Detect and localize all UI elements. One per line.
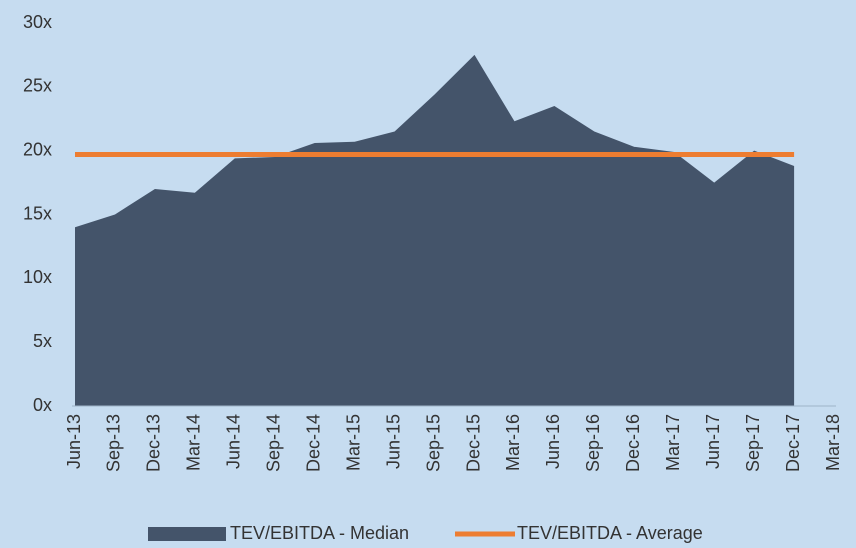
x-tick-label: Dec-14 bbox=[303, 414, 323, 472]
legend-label: TEV/EBITDA - Average bbox=[517, 523, 703, 543]
y-tick-label: 25x bbox=[23, 76, 52, 96]
x-tick-label: Dec-15 bbox=[463, 414, 483, 472]
y-tick-label: 30x bbox=[23, 12, 52, 32]
y-tick-label: 5x bbox=[33, 331, 52, 351]
x-tick-label: Mar-14 bbox=[184, 414, 204, 471]
y-tick-label: 10x bbox=[23, 267, 52, 287]
y-tick-label: 15x bbox=[23, 203, 52, 223]
legend-swatch bbox=[148, 527, 226, 541]
x-tick-label: Mar-18 bbox=[823, 414, 843, 471]
x-tick-label: Jun-15 bbox=[383, 414, 403, 469]
x-tick-label: Dec-17 bbox=[783, 414, 803, 472]
legend-label: TEV/EBITDA - Median bbox=[230, 523, 409, 543]
x-tick-label: Sep-17 bbox=[743, 414, 763, 472]
x-tick-label: Jun-16 bbox=[543, 414, 563, 469]
x-tick-label: Jun-17 bbox=[703, 414, 723, 469]
area bbox=[75, 54, 795, 407]
x-tick-label: Sep-15 bbox=[423, 414, 443, 472]
x-tick-label: Sep-14 bbox=[264, 414, 284, 472]
y-tick-label: 20x bbox=[23, 139, 52, 159]
x-tick-label: Jun-13 bbox=[64, 414, 84, 469]
y-tick-label: 0x bbox=[33, 395, 52, 415]
x-tick-label: Jun-14 bbox=[224, 414, 244, 469]
x-tick-label: Sep-16 bbox=[583, 414, 603, 472]
x-tick-label: Dec-16 bbox=[623, 414, 643, 472]
x-tick-label: Mar-16 bbox=[503, 414, 523, 471]
x-tick-label: Sep-13 bbox=[104, 414, 124, 472]
x-tick-label: Mar-15 bbox=[343, 414, 363, 471]
x-tick-label: Dec-13 bbox=[144, 414, 164, 472]
x-tick-label: Mar-17 bbox=[663, 414, 683, 471]
